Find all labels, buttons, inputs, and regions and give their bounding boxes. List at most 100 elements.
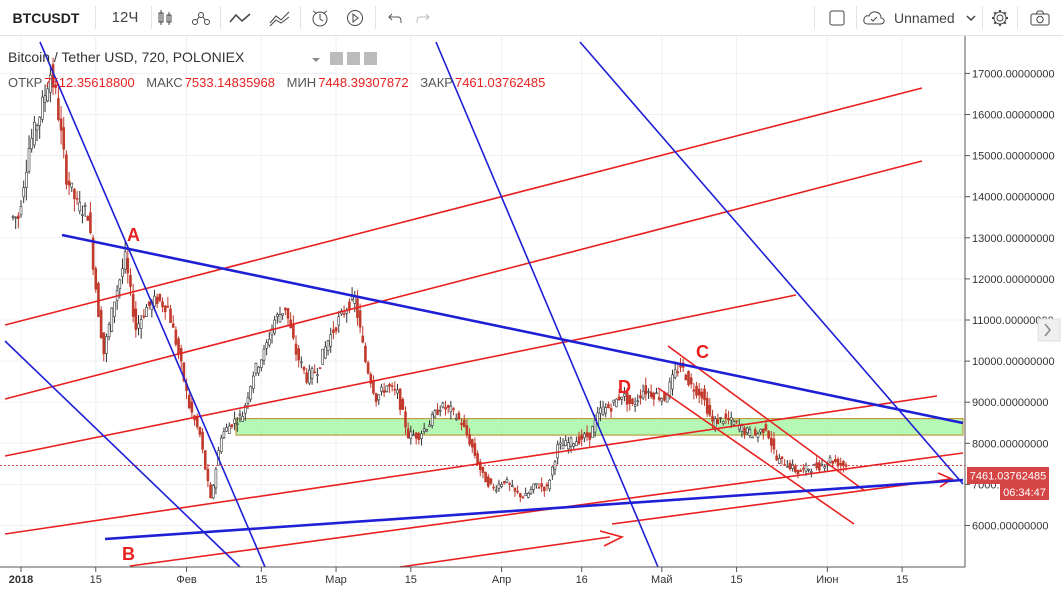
- fullscreen-icon: [829, 10, 845, 25]
- candle-up: [145, 307, 148, 317]
- candle-up: [583, 433, 586, 439]
- candle-up: [273, 319, 276, 334]
- snapshot-button[interactable]: [1022, 0, 1057, 35]
- candle-down: [206, 468, 210, 482]
- scroll-to-end-button[interactable]: [1037, 318, 1061, 342]
- candle-down: [54, 84, 58, 88]
- legend-title: Bitcoin / Tether USD, 720, POLONIEX: [8, 49, 245, 65]
- candle-up: [337, 316, 341, 326]
- candle-down: [313, 371, 317, 374]
- candle-down: [289, 319, 292, 329]
- candle-down: [842, 460, 845, 467]
- candle-up: [262, 348, 266, 361]
- candle-up: [604, 407, 608, 414]
- annotation-c[interactable]: C: [696, 342, 709, 362]
- candle-down: [468, 434, 471, 445]
- blue-support-line: [104, 478, 964, 541]
- candle-up: [316, 374, 319, 377]
- candle-down: [57, 98, 60, 120]
- annotation-b[interactable]: B: [122, 544, 135, 564]
- candle-up: [252, 375, 255, 389]
- candle-up: [748, 429, 752, 436]
- candle-up: [636, 400, 640, 403]
- high-value: 7533.14835968: [185, 75, 275, 90]
- candle-up: [425, 429, 429, 432]
- candle-down: [99, 309, 103, 339]
- remove-icon[interactable]: [364, 52, 377, 65]
- candle-down: [201, 431, 204, 450]
- alert-icon: [312, 10, 328, 26]
- layout-menu-button[interactable]: Unnamed: [862, 0, 984, 35]
- candle-down: [521, 496, 525, 499]
- annotation-a[interactable]: A: [127, 225, 140, 245]
- candle-down: [484, 471, 487, 483]
- alert-button[interactable]: [305, 0, 335, 35]
- redo-button[interactable]: [410, 0, 438, 35]
- candle-down: [75, 198, 79, 200]
- annotation-d[interactable]: D: [618, 377, 631, 397]
- candle-down: [775, 455, 778, 461]
- chart-type-button[interactable]: [150, 0, 180, 35]
- candle-down: [65, 154, 68, 185]
- x-tick-label: 15: [255, 574, 267, 586]
- candle-down: [390, 385, 394, 387]
- arrow-head: [937, 472, 954, 488]
- candle-up: [110, 307, 114, 332]
- candle-down: [372, 381, 375, 394]
- indicators-button[interactable]: [186, 0, 216, 35]
- chevron-down-icon: [966, 14, 976, 21]
- candle-down: [187, 395, 191, 409]
- trend-lines: [0, 41, 965, 568]
- candle-up: [433, 410, 437, 418]
- price-axis[interactable]: 6000.000000007000.000000008000.000000009…: [965, 68, 1055, 533]
- candle-down: [724, 413, 728, 419]
- candle-down: [502, 481, 506, 484]
- compare-button[interactable]: [264, 0, 296, 35]
- candle-down: [617, 396, 621, 401]
- settings-small-icon[interactable]: [347, 52, 360, 65]
- candle-up: [810, 471, 813, 473]
- close-label: ЗАКР: [420, 75, 453, 90]
- time-axis[interactable]: 2018 15 Фев 15 Мар 15 Апр 16 Май 15 Июн 15: [9, 567, 908, 586]
- candle-down: [518, 493, 522, 498]
- candle-down: [705, 397, 709, 414]
- candle-up: [721, 421, 725, 424]
- candle-up: [83, 204, 87, 207]
- symbol-search-button[interactable]: BTCUSDT: [0, 0, 92, 35]
- candle-up: [118, 279, 122, 290]
- visibility-icon[interactable]: [330, 52, 343, 65]
- interval-button[interactable]: 12Ч: [100, 0, 150, 35]
- settings-button[interactable]: [985, 0, 1015, 35]
- candle-up: [620, 396, 624, 400]
- chart-area[interactable]: A B C D 6000.000000007000.000000008000.0000…: [0, 36, 1063, 590]
- candle-up: [564, 440, 567, 447]
- candle-up: [500, 484, 503, 487]
- undo-button[interactable]: [380, 0, 408, 35]
- price-chart[interactable]: A B C D 6000.000000007000.000000008000.0000…: [0, 36, 1063, 590]
- candle-down: [657, 397, 661, 400]
- candle-down: [716, 419, 720, 425]
- candle-down: [286, 308, 290, 319]
- candle-down: [67, 180, 71, 186]
- y-tick-label: 16000.00000000: [972, 110, 1055, 122]
- candle-up: [70, 182, 74, 188]
- candle-up: [81, 214, 84, 216]
- candle-up: [668, 381, 672, 396]
- candle-up: [27, 147, 31, 172]
- candle-up: [241, 416, 244, 422]
- line-tool-button[interactable]: [224, 0, 256, 35]
- toolbar-divider: [814, 6, 815, 29]
- candle-down: [158, 293, 162, 301]
- candle-down: [834, 459, 837, 463]
- blue-falling-line: [435, 41, 659, 568]
- candle-down: [147, 301, 151, 306]
- candle-down: [473, 443, 477, 456]
- candle-up: [553, 461, 557, 470]
- candle-up: [785, 465, 789, 468]
- fullscreen-button[interactable]: [822, 0, 852, 35]
- candle-down: [516, 490, 519, 493]
- legend-chevron-icon[interactable]: [312, 58, 320, 62]
- candle-up: [820, 463, 824, 466]
- replay-button[interactable]: [340, 0, 370, 35]
- candle-up: [660, 398, 664, 402]
